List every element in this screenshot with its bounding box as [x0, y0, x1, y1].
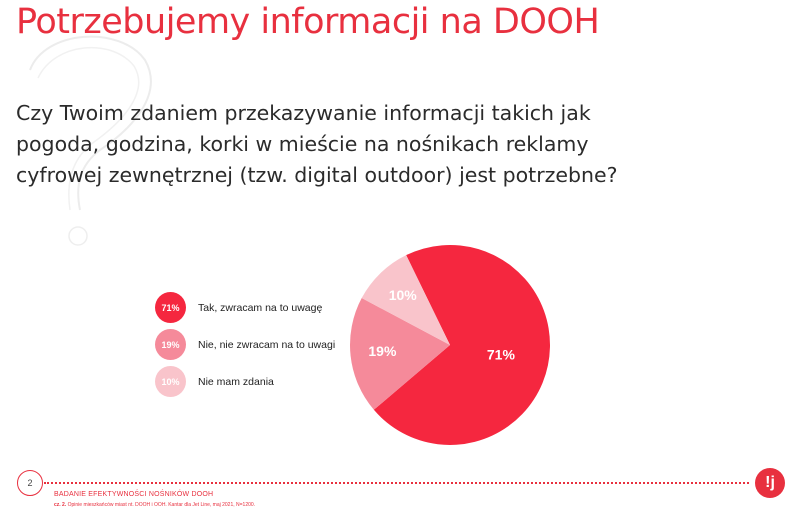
legend-label-no: Nie, nie zwracam na to uwagi — [198, 338, 336, 351]
footer-source: cz. 2. Opinie mieszkańców miast nt. DOOH… — [54, 502, 255, 508]
brand-logo: !j — [755, 468, 785, 498]
legend-label-no-opinion: Nie mam zdania — [198, 375, 274, 388]
chart-legend: 71% Tak, zwracam na to uwagę 19% Nie, ni… — [155, 292, 335, 403]
pie-slice-no-opinion — [361, 255, 450, 345]
legend-item-yes: 71% Tak, zwracam na to uwagę — [155, 292, 335, 323]
footer-source-text: Opinie mieszkańców miast nt. DOOH i OOH.… — [67, 502, 256, 508]
pie-slice-no — [350, 298, 450, 410]
legend-dot-yes: 71% — [155, 292, 186, 323]
footer-divider — [44, 482, 749, 484]
pie-chart: 71% 19% 10% — [350, 245, 550, 445]
pie-slice-yes — [373, 245, 550, 445]
pie-label-no-opinion: 10% — [389, 287, 418, 303]
legend-dot-no-opinion: 10% — [155, 366, 186, 397]
legend-item-no-opinion: 10% Nie mam zdania — [155, 366, 335, 397]
page-number: 2 — [17, 470, 43, 496]
footer-source-part: cz. 2. — [54, 502, 67, 508]
legend-dot-no: 19% — [155, 329, 186, 360]
page-title: Potrzebujemy informacji na DOOH — [16, 2, 600, 42]
pie-label-no: 19% — [368, 343, 397, 359]
survey-question: Czy Twoim zdaniem przekazywanie informac… — [16, 101, 618, 187]
pie-label-yes: 71% — [487, 346, 516, 362]
legend-item-no: 19% Nie, nie zwracam na to uwagi — [155, 329, 335, 360]
footer-report-title: BADANIE EFEKTYWNOŚCI NOŚNIKÓW DOOH — [54, 491, 214, 498]
legend-label-yes: Tak, zwracam na to uwagę — [198, 301, 323, 314]
